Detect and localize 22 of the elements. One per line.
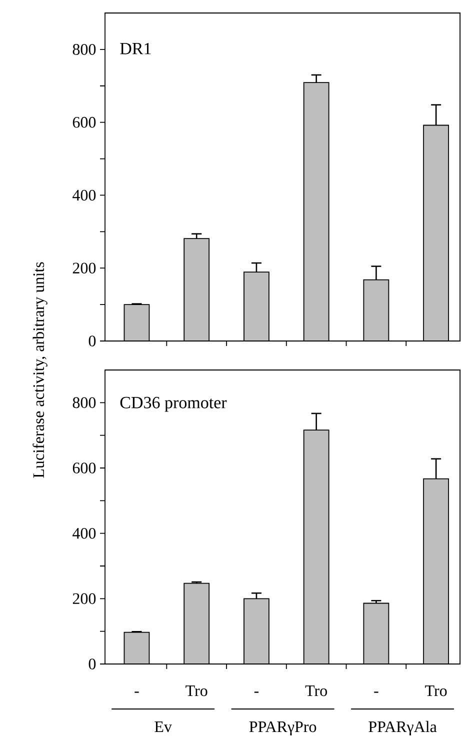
text: PPARγAla <box>368 720 437 736</box>
x-tick-label: - <box>254 692 259 693</box>
y-tick-label: 400 <box>72 528 96 539</box>
x-tick-label: Tro <box>186 686 208 696</box>
text: PPARγPro <box>249 721 316 736</box>
y-tick-label: 200 <box>72 593 96 604</box>
y-tick-label: 800 <box>72 44 96 55</box>
y-tick-label: 0 <box>88 336 96 346</box>
y-tick-label: 400 <box>72 190 96 201</box>
y-tick-label: 200 <box>72 262 96 274</box>
y-tick-label: 600 <box>72 116 96 128</box>
x-tick-label: - <box>134 692 139 693</box>
text: CD36 promoter <box>120 396 227 412</box>
y-axis-title: Luciferase activity, arbitrary units <box>32 262 48 478</box>
x-tick-label: - <box>374 692 378 693</box>
text: DR1 <box>120 42 151 54</box>
y-tick-label: 800 <box>72 397 96 408</box>
text: Ev <box>154 722 172 732</box>
y-tick-label: 600 <box>72 462 96 474</box>
x-tick-label: Tro <box>425 686 447 696</box>
y-tick-label: 0 <box>88 658 96 670</box>
x-tick-label: Tro <box>305 686 327 696</box>
